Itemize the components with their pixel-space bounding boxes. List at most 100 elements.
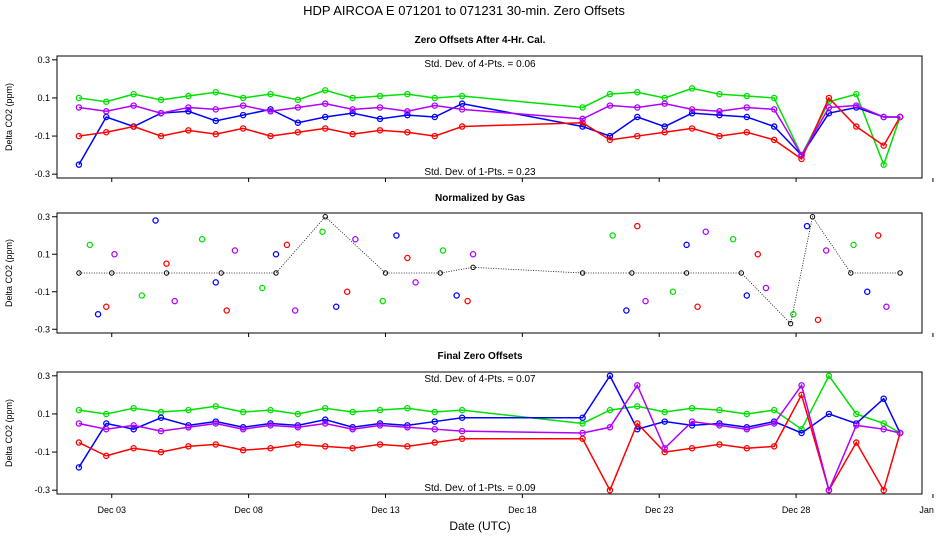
data-point (634, 113, 641, 121)
data-point (880, 161, 887, 168)
y-tick-label: 0.1 (37, 93, 50, 103)
data-point (239, 125, 247, 132)
data-point (606, 90, 614, 98)
panel-3-annotation-top: Std. Dev. of 4-Pts. = 0.07 (424, 374, 536, 385)
data-point (634, 88, 641, 96)
data-point (130, 404, 137, 412)
data-point (743, 113, 751, 121)
data-point (688, 418, 696, 425)
plot-area (75, 372, 904, 494)
data-point (75, 94, 83, 102)
data-point (661, 408, 668, 416)
data-point (349, 109, 356, 117)
data-point (880, 142, 887, 149)
data-point (770, 443, 778, 450)
data-point (212, 130, 220, 138)
series-line (78, 374, 901, 468)
data-point (267, 422, 274, 429)
data-point (702, 228, 710, 235)
data-point (267, 444, 274, 452)
data-point (75, 132, 83, 140)
data-point (431, 439, 439, 446)
data-point (743, 92, 751, 100)
data-point (743, 425, 751, 433)
data-point (185, 92, 192, 100)
data-point (294, 96, 302, 104)
data-point (431, 113, 439, 121)
data-point (825, 486, 833, 494)
data-point (688, 125, 696, 132)
data-point (606, 406, 614, 414)
data-point (138, 292, 146, 299)
data-point (431, 418, 439, 425)
data-point (349, 408, 356, 416)
data-point (185, 108, 192, 115)
data-point (291, 307, 299, 314)
data-point (272, 250, 280, 258)
data-point (157, 414, 165, 421)
series-blue (94, 217, 871, 318)
data-point (579, 429, 586, 437)
data-point (239, 102, 247, 109)
data-point (743, 104, 751, 111)
data-point (103, 98, 110, 106)
data-point (267, 132, 274, 140)
panel-3-ylabel: Delta CO2 (ppm) (4, 399, 14, 467)
data-point (634, 104, 641, 111)
data-point (75, 420, 83, 427)
data-point (103, 108, 110, 115)
data-point (825, 372, 833, 380)
data-point (152, 217, 159, 224)
y-tick-label: -0.1 (34, 131, 50, 141)
data-point (688, 444, 696, 452)
data-point (103, 410, 110, 418)
data-point (130, 444, 137, 452)
data-point (629, 270, 635, 276)
data-point (825, 410, 833, 418)
data-point (579, 123, 586, 130)
data-point (75, 161, 83, 168)
data-point (770, 106, 778, 113)
series-blue (75, 372, 904, 471)
data-point (729, 235, 737, 243)
data-point (825, 94, 833, 102)
data-point (198, 235, 206, 243)
data-point (404, 254, 411, 262)
data-point (694, 303, 701, 310)
data-point (716, 422, 723, 429)
data-point (809, 214, 816, 220)
x-tick-label: Dec 23 (645, 505, 674, 515)
panel-frame (56, 55, 923, 179)
data-point (332, 303, 340, 310)
y-tick-label: -0.3 (34, 485, 50, 495)
data-point (579, 414, 586, 421)
data-point (239, 446, 247, 454)
data-point (470, 264, 476, 271)
data-point (109, 270, 115, 276)
data-point (103, 128, 110, 136)
data-point (770, 123, 778, 130)
data-point (212, 88, 220, 96)
data-point (634, 382, 641, 389)
data-point (352, 235, 359, 243)
data-point (606, 102, 614, 109)
panel-2-title: Normalized by Gas (435, 193, 525, 204)
data-point (111, 250, 118, 258)
series-line (78, 215, 901, 325)
panel-frame (56, 212, 923, 334)
data-point (864, 288, 871, 295)
data-point (642, 297, 649, 305)
panel-frame (56, 371, 923, 495)
data-point (349, 425, 356, 433)
data-point (431, 408, 439, 416)
data-point (579, 104, 586, 111)
data-point (606, 372, 614, 380)
data-point (212, 441, 220, 448)
data-point (157, 427, 165, 435)
data-point (294, 410, 302, 418)
data-point (661, 418, 668, 425)
data-point (469, 250, 477, 258)
data-point (322, 113, 329, 121)
data-point (212, 106, 220, 113)
data-point (606, 136, 614, 144)
